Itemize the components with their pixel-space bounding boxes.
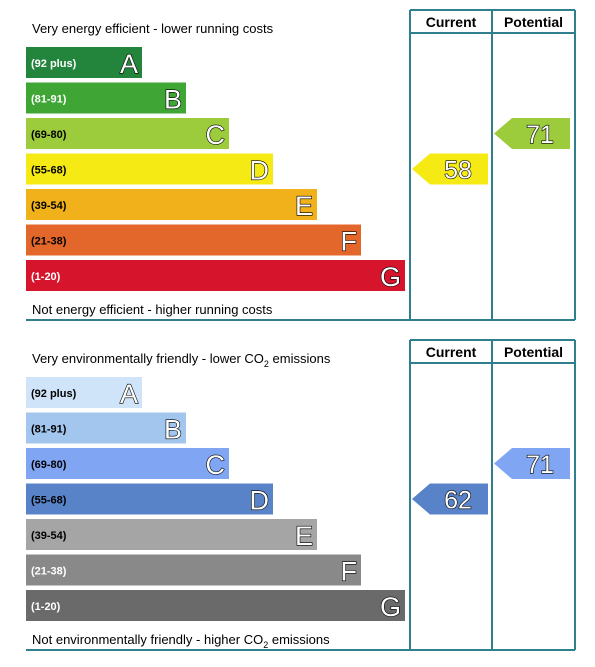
band-range: (1-20) [31, 601, 61, 613]
band-letter: G [380, 262, 401, 292]
caption: Very environmentally friendly - lower CO… [32, 351, 331, 369]
current-arrow [412, 483, 488, 515]
band-bar [26, 224, 361, 256]
caption-part: Very environmentally friendly - lower CO [32, 351, 264, 366]
potential-header: Potential [504, 344, 563, 360]
band-bar [26, 483, 273, 515]
caption: Very energy efficient - lower running co… [32, 21, 274, 36]
band-bar [26, 448, 229, 479]
band-letter: E [295, 521, 313, 551]
potential-header: Potential [504, 14, 563, 30]
caption-part: emissions [269, 351, 331, 366]
band-range: (92 plus) [31, 58, 77, 70]
band-letter: G [380, 592, 401, 622]
band-range: (81-91) [31, 94, 67, 106]
band-range: (69-80) [31, 129, 67, 141]
band-bar [26, 412, 186, 444]
band-letter: C [206, 120, 226, 150]
caption: Not environmentally friendly - higher CO… [32, 632, 330, 650]
current-value: 62 [444, 487, 472, 515]
caption: Not energy efficient - higher running co… [32, 302, 273, 317]
band-range: (92 plus) [31, 388, 77, 400]
potential-arrow [494, 448, 570, 479]
potential-value: 71 [526, 451, 554, 479]
caption-part: Very energy efficient - lower running co… [32, 21, 274, 36]
band-range: (21-38) [31, 236, 67, 248]
current-value: 58 [444, 157, 472, 185]
band-letter: E [295, 191, 313, 221]
band-bar [26, 47, 142, 78]
band-range: (55-68) [31, 495, 67, 507]
band-range: (1-20) [31, 271, 61, 283]
caption-part: Not environmentally friendly - higher CO [32, 632, 263, 647]
band-letter: D [250, 486, 270, 516]
band-range: (39-54) [31, 200, 67, 212]
band-letter: A [120, 49, 138, 79]
band-bar [26, 189, 317, 220]
band-letter: B [164, 415, 182, 445]
band-letter: D [250, 156, 270, 186]
caption-part: Not energy efficient - higher running co… [32, 302, 273, 317]
band-range: (55-68) [31, 165, 67, 177]
potential-value: 71 [526, 121, 554, 149]
caption-part: emissions [268, 632, 330, 647]
band-bar [26, 519, 317, 550]
current-header: Current [426, 344, 477, 360]
subscript: 2 [263, 640, 268, 650]
band-range: (81-91) [31, 424, 67, 436]
band-letter: B [164, 85, 182, 115]
band-range: (69-80) [31, 459, 67, 471]
band-bar [26, 590, 405, 621]
band-letter: A [120, 379, 138, 409]
band-bar [26, 377, 142, 408]
band-letter: F [341, 557, 358, 587]
band-bar [26, 554, 361, 586]
band-bar [26, 118, 229, 149]
band-bar [26, 82, 186, 114]
band-range: (21-38) [31, 566, 67, 578]
band-letter: C [206, 450, 226, 480]
potential-arrow [494, 118, 570, 149]
band-letter: F [341, 227, 358, 257]
subscript: 2 [264, 359, 269, 369]
current-header: Current [426, 14, 477, 30]
band-bar [26, 153, 273, 185]
current-arrow [412, 153, 488, 185]
band-range: (39-54) [31, 530, 67, 542]
band-bar [26, 260, 405, 291]
